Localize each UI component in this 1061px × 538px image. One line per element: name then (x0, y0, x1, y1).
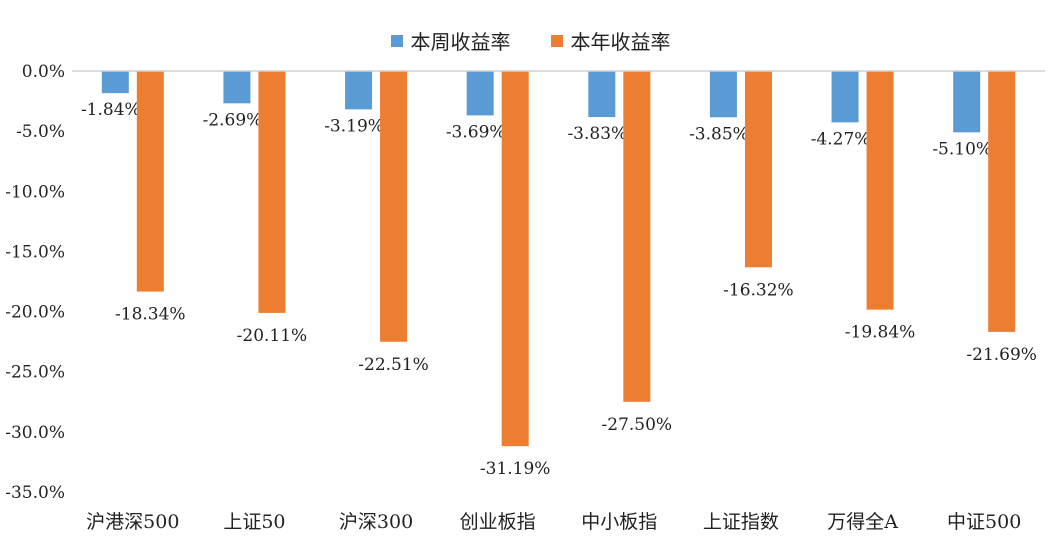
data-label-ytd: -18.34% (115, 305, 186, 325)
legend-swatch-weekly (390, 34, 403, 47)
bar-weekly (831, 71, 859, 123)
chart-legend: 本周收益率 本年收益率 (0, 26, 1061, 55)
bar-ytd (866, 71, 894, 310)
y-tick-label: 0.0% (22, 62, 65, 82)
bar-weekly (588, 71, 616, 118)
bar-ytd (258, 71, 286, 313)
data-label-weekly: -5.10% (932, 139, 992, 159)
data-label-ytd: -16.32% (723, 280, 794, 300)
x-tick-label: 中证500 (947, 511, 1021, 533)
data-label-weekly: -3.69% (446, 122, 506, 142)
data-label-ytd: -20.11% (237, 326, 308, 346)
y-tick-label: -5.0% (16, 122, 65, 142)
data-label-ytd: -31.19% (480, 459, 551, 479)
data-label-ytd: -22.51% (358, 355, 429, 375)
bar-weekly (953, 71, 981, 133)
bar-ytd (380, 71, 408, 342)
data-label-weekly: -3.83% (567, 124, 627, 144)
bar-ytd (501, 71, 529, 447)
legend-label-weekly: 本周收益率 (410, 30, 511, 54)
bar-weekly (709, 71, 737, 118)
legend-label-ytd: 本年收益率 (570, 30, 671, 54)
x-tick-label: 上证50 (223, 511, 285, 533)
bar-ytd (744, 71, 772, 268)
data-label-weekly: -3.85% (689, 124, 749, 144)
data-label-weekly: -2.69% (203, 110, 263, 130)
x-tick-label: 沪深300 (339, 511, 413, 533)
bar-ytd (136, 71, 164, 292)
bar-weekly (223, 71, 251, 104)
x-tick-label: 中小板指 (581, 511, 657, 533)
legend-item-weekly: 本周收益率 (390, 26, 511, 55)
x-tick-label: 沪港深500 (86, 511, 179, 533)
y-tick-label: -15.0% (5, 242, 65, 262)
legend-item-ytd: 本年收益率 (550, 26, 671, 55)
x-tick-label: 万得全A (827, 511, 898, 533)
data-label-ytd: -27.50% (602, 415, 673, 435)
x-tick-label: 上证指数 (703, 511, 779, 533)
data-label-weekly: -1.84% (81, 100, 141, 120)
bar-ytd (988, 71, 1016, 332)
data-label-weekly: -4.27% (811, 129, 871, 149)
y-tick-label: -20.0% (5, 303, 65, 323)
y-tick-label: -30.0% (5, 423, 65, 443)
data-label-ytd: -21.69% (966, 345, 1037, 365)
y-tick-label: -10.0% (5, 182, 65, 202)
data-label-ytd: -19.84% (845, 323, 916, 343)
bar-weekly (466, 71, 494, 116)
bar-weekly (101, 71, 129, 94)
y-tick-label: -25.0% (5, 363, 65, 383)
legend-swatch-ytd (550, 34, 563, 47)
data-label-weekly: -3.19% (324, 116, 384, 136)
x-tick-label: 创业板指 (460, 511, 536, 533)
bar-ytd (623, 71, 651, 402)
bar-weekly (345, 71, 373, 110)
y-tick-label: -35.0% (5, 483, 65, 503)
